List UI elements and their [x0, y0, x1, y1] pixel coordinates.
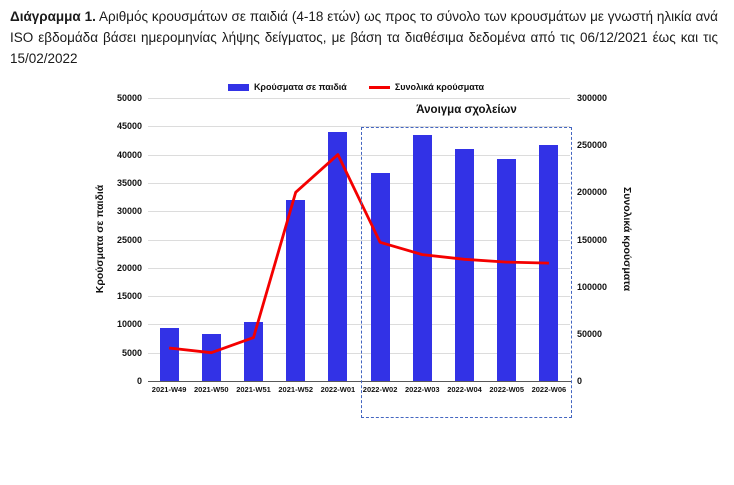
x-tick-label: 2022-W03 — [404, 385, 440, 394]
legend: Κρούσματα σε παιδιά Συνολικά κρούσματα — [0, 82, 712, 92]
x-tick-label: 2022-W01 — [320, 385, 356, 394]
x-tick-label: 2021-W52 — [278, 385, 313, 394]
figure-title-text: Αριθμός κρουσμάτων σε παιδιά (4-18 ετών)… — [10, 9, 718, 66]
bar-swatch-icon — [227, 83, 249, 91]
x-tick-label: 2021-W50 — [193, 385, 229, 394]
y-left-tick-label: 50000 — [116, 93, 142, 103]
y-left-tick-label: 45000 — [116, 121, 142, 132]
school-opening-box — [361, 127, 572, 418]
y-right-tick-label: 150000 — [577, 234, 608, 245]
y-right-tick-label: 200000 — [577, 187, 608, 198]
y-right-tick-label: 100000 — [577, 281, 608, 292]
gridline — [148, 352, 570, 354]
x-tick-label: 2022-W04 — [447, 385, 482, 394]
bar-2022-W03 — [412, 134, 432, 381]
gridline — [148, 126, 570, 128]
bar-2022-W02 — [370, 173, 390, 381]
y-left-tick-label: 0 — [136, 376, 142, 386]
figure-title-label: Διάγραμμα 1. — [10, 9, 96, 24]
bar-2022-W04 — [455, 148, 474, 381]
x-tick-label: 2021-W49 — [151, 385, 187, 394]
gridline — [148, 239, 570, 241]
legend-label-children-cases: Κρούσματα σε παιδιά — [253, 82, 347, 92]
figure-title: Διάγραμμα 1. Αριθμός κρουσμάτων σε παιδι… — [10, 6, 718, 69]
x-axis-line — [148, 381, 571, 382]
gridline — [148, 324, 570, 326]
y-right-tick-label: 50000 — [577, 328, 603, 339]
bar-2021-W49 — [159, 327, 179, 381]
line-swatch-icon — [368, 85, 390, 89]
gridline — [148, 154, 570, 156]
legend-label-total-cases: Συνολικά κρούσματα — [394, 82, 485, 92]
y-left-tick-label: 30000 — [116, 206, 142, 217]
y-right-tick-label: 300000 — [577, 93, 608, 103]
y-left-tick-label: 40000 — [116, 149, 142, 160]
gridline — [148, 98, 570, 99]
y-right-tick-label: 0 — [577, 376, 583, 386]
bar-2022-W01 — [328, 132, 348, 381]
y-left-tick-label: 25000 — [116, 234, 142, 245]
bar-2022-W05 — [497, 158, 517, 381]
y-left-tick-label: 20000 — [116, 262, 142, 273]
y-left-tick-label: 15000 — [116, 291, 142, 302]
y-right-tick-label: 250000 — [577, 140, 608, 151]
y-left-tick-label: 35000 — [116, 177, 142, 188]
gridline — [148, 211, 570, 213]
total-cases-line — [168, 153, 549, 355]
gridline — [148, 182, 570, 184]
x-tick-label: 2022-W06 — [531, 385, 567, 394]
legend-item-children-cases: Κρούσματα σε παιδιά — [227, 82, 347, 92]
gridline — [148, 296, 570, 298]
legend-item-total-cases: Συνολικά κρούσματα — [368, 82, 485, 92]
x-tick-label: 2022-W02 — [362, 385, 398, 394]
x-tick-label: 2022-W05 — [489, 385, 524, 394]
y-left-tick-label: 5000 — [121, 347, 142, 358]
x-tick-label: 2021-W51 — [236, 385, 271, 394]
bar-2021-W52 — [286, 199, 306, 381]
bar-2021-W50 — [201, 333, 221, 381]
y-left-tick-label: 10000 — [116, 319, 142, 330]
bar-2021-W51 — [244, 322, 263, 381]
gridline — [148, 267, 570, 269]
school-opening-label: Άνοιγμα σχολείων — [416, 104, 517, 116]
